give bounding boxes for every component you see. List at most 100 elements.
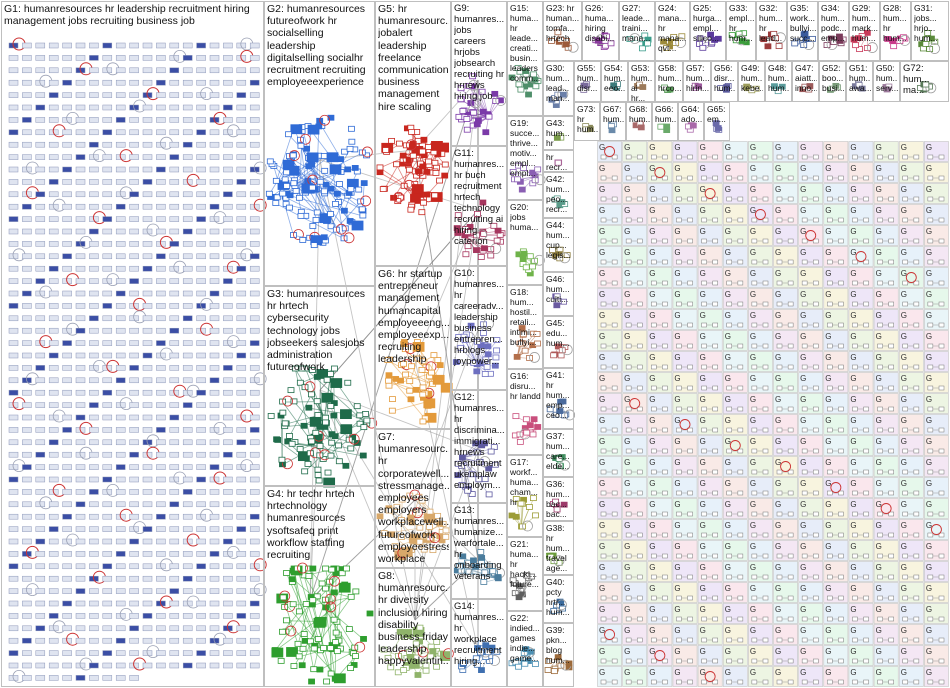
graph-node <box>687 322 693 328</box>
graph-node <box>600 322 607 328</box>
graph-node <box>651 175 657 181</box>
graph-node <box>726 385 732 391</box>
graph-node <box>662 322 668 328</box>
graph-node <box>637 595 643 601</box>
graph-node <box>813 469 819 475</box>
group-panel-g55: G55: hum... disr... <box>574 61 601 102</box>
graph-node <box>813 301 819 307</box>
graph-node <box>852 532 858 538</box>
graph-edge <box>379 167 416 192</box>
graph-node <box>888 259 894 265</box>
graph-node <box>888 322 894 328</box>
graph-node <box>737 238 744 244</box>
graph-node <box>129 55 139 61</box>
pair-group-tile-glyph: G <box>876 353 882 362</box>
graph-node <box>838 322 844 328</box>
pair-group-tile-glyph: G <box>725 185 731 194</box>
graph-node <box>676 196 682 202</box>
pair-group-tile-glyph: G <box>649 500 655 509</box>
graph-edge <box>322 201 361 244</box>
cross-group-edge <box>414 79 479 621</box>
graph-node <box>927 490 934 496</box>
group-panel-g25: G25: hurga... empl... siliço... <box>690 1 726 61</box>
graph-node <box>913 448 920 454</box>
graph-node <box>611 217 618 223</box>
group-label: G23: hr human... tomfa... hrtech <box>546 3 580 43</box>
graph-node <box>813 427 819 433</box>
pair-group-tile-glyph: G <box>700 353 706 362</box>
group-label: G20: jobs huma... <box>510 202 539 232</box>
pair-group-tile-glyph: G <box>926 206 932 215</box>
graph-node <box>787 154 794 160</box>
pair-group-tile-glyph: G <box>649 521 655 530</box>
graph-node <box>726 175 732 181</box>
graph-node <box>776 511 783 517</box>
graph-node <box>927 406 934 412</box>
graph-node <box>938 196 945 202</box>
graph-node <box>662 385 668 391</box>
pair-group-tile-glyph: G <box>825 269 831 278</box>
graph-node <box>938 616 945 622</box>
group-panel-g42: G42: hum... peo... recr... <box>543 172 574 218</box>
graph-node <box>838 616 844 622</box>
graph-node <box>902 406 908 412</box>
graph-node <box>762 385 769 391</box>
pair-group-tile-glyph: G <box>800 269 806 278</box>
graph-node <box>827 301 833 307</box>
graph-node <box>838 553 844 559</box>
pair-group-tile-glyph: G <box>725 584 731 593</box>
graph-node <box>852 322 858 328</box>
graph-node <box>751 595 758 601</box>
graph-node <box>737 280 744 286</box>
graph-node <box>651 196 657 202</box>
pair-group-tile-glyph: G <box>599 668 605 677</box>
graph-node <box>712 658 718 664</box>
graph-node <box>625 448 632 454</box>
graph-node <box>676 217 682 223</box>
group-label: G41: hr hum... emp... ceo... <box>546 370 570 420</box>
graph-node <box>687 280 693 286</box>
graph-node <box>852 175 858 181</box>
group-label: G55: hum... disr... <box>577 63 599 93</box>
graph-node <box>651 532 657 538</box>
group-label: G25: hurga... empl... siliço... <box>693 3 722 43</box>
graph-node <box>142 55 153 61</box>
pair-group-tile-glyph: G <box>775 185 781 194</box>
graph-node <box>651 616 657 622</box>
group-label: G66: hum... <box>655 104 676 124</box>
cross-group-edge <box>319 389 416 621</box>
graph-node <box>751 322 758 328</box>
graph-node <box>888 574 894 580</box>
graph-node <box>751 658 758 664</box>
group-panel-g28: G28: hum... hr hum... <box>880 1 911 61</box>
graph-node <box>863 490 869 496</box>
graph-node <box>712 385 718 391</box>
graph-node <box>787 427 794 433</box>
pair-group-tile-glyph: G <box>750 521 756 530</box>
pair-group-tile-glyph: G <box>725 647 731 656</box>
pair-group-tile-glyph: G <box>599 290 605 299</box>
group-label: G6: hr startup entrepreneur management h… <box>378 268 449 366</box>
group-panel-g20: G20: jobs huma... <box>507 200 543 285</box>
pair-group-tile-glyph: G <box>624 437 630 446</box>
pair-group-tile-glyph: G <box>700 164 706 173</box>
graph-node <box>701 469 707 475</box>
graph-edge <box>293 568 315 670</box>
graph-node <box>611 301 618 307</box>
graph-node <box>877 532 883 538</box>
graph-node <box>751 364 758 370</box>
graph-node <box>701 532 707 538</box>
pair-group-tile-glyph: G <box>876 185 882 194</box>
pair-group-tile-glyph: G <box>750 542 756 551</box>
group-label: G34: hum... podc... emp... <box>821 3 847 43</box>
pair-group-tile-glyph: G <box>876 647 882 656</box>
graph-edge <box>387 360 433 385</box>
graph-node <box>762 616 769 622</box>
graph-node <box>712 154 718 160</box>
graph-node <box>787 637 794 643</box>
graph-node <box>600 595 607 601</box>
group-label: G22: indied... games indie... game... <box>510 613 540 663</box>
graph-node <box>625 469 632 475</box>
graph-node <box>776 406 783 412</box>
pair-group-tile-glyph: G <box>674 395 680 404</box>
